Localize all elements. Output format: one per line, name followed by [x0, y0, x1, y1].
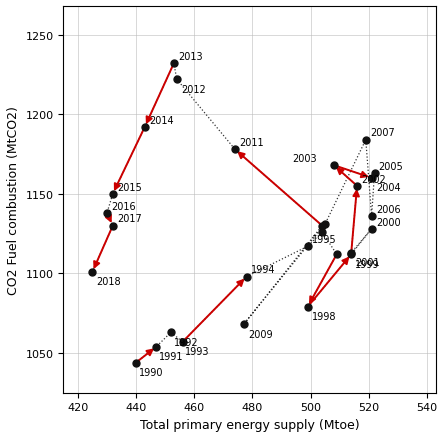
Text: 1990: 1990: [139, 367, 163, 377]
Text: 2003: 2003: [292, 154, 317, 164]
Text: 2007: 2007: [370, 128, 395, 138]
Text: 2018: 2018: [97, 277, 121, 286]
Text: 1992: 1992: [174, 337, 198, 347]
Text: 2002: 2002: [361, 174, 386, 184]
Text: 2004: 2004: [376, 183, 400, 193]
Text: 2006: 2006: [376, 205, 400, 215]
Text: 1994: 1994: [251, 265, 275, 275]
Text: 2017: 2017: [117, 214, 142, 224]
Text: 2000: 2000: [376, 217, 400, 227]
Text: 1998: 1998: [312, 311, 336, 321]
Text: 1995: 1995: [312, 235, 336, 244]
Text: 1999: 1999: [356, 259, 380, 269]
Text: 2016: 2016: [111, 201, 136, 211]
Text: 2012: 2012: [181, 85, 206, 95]
Y-axis label: CO2 Fuel combustion (MtCO2): CO2 Fuel combustion (MtCO2): [7, 106, 20, 294]
Text: 2009: 2009: [248, 329, 272, 339]
X-axis label: Total primary energy supply (Mtoe): Total primary energy supply (Mtoe): [140, 418, 359, 431]
Text: 2011: 2011: [239, 138, 264, 148]
Text: 2014: 2014: [149, 116, 174, 125]
Text: 2001: 2001: [356, 258, 380, 268]
Text: 2005: 2005: [379, 162, 404, 172]
Text: 1991: 1991: [159, 351, 184, 361]
Text: 2013: 2013: [178, 52, 202, 62]
Text: 2015: 2015: [117, 182, 142, 192]
Text: 1993: 1993: [186, 346, 210, 357]
